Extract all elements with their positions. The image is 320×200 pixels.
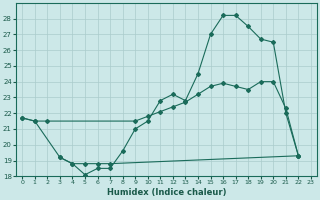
X-axis label: Humidex (Indice chaleur): Humidex (Indice chaleur) <box>107 188 226 197</box>
